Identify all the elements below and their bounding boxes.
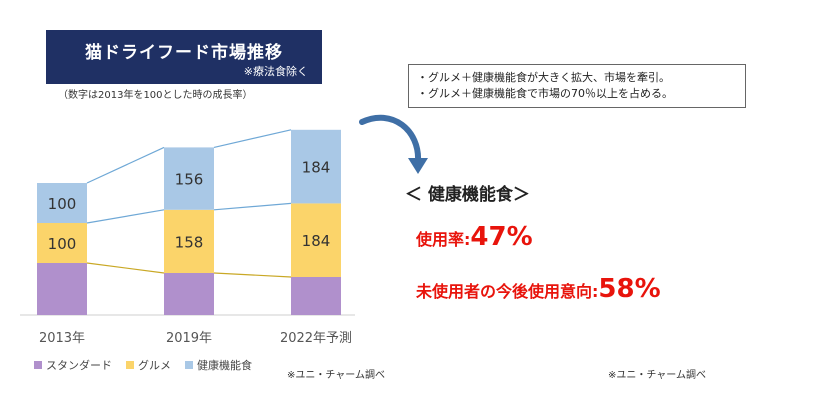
data-label-2-1: 156 xyxy=(175,171,204,189)
legend-label-gourmet: グルメ xyxy=(138,359,171,372)
connector-1-0 xyxy=(86,209,165,224)
legend-item-health: 健康機能食 xyxy=(185,357,252,373)
connector-1-1 xyxy=(213,202,292,211)
future-intent-stat: 未使用者の今後使用意向:58% xyxy=(416,274,661,304)
legend-item-gourmet: グルメ xyxy=(126,357,171,373)
usage-rate-stat: 使用率:47% xyxy=(416,222,533,252)
data-label-2-0: 100 xyxy=(48,195,77,213)
bar-2-1 xyxy=(164,147,214,210)
chart-legend: スタンダード グルメ 健康機能食 xyxy=(34,357,252,373)
connector-0-0 xyxy=(86,262,165,274)
bar-1-1 xyxy=(164,209,214,273)
data-label-1-2: 184 xyxy=(302,232,331,250)
chart-title-box: 猫ドライフード市場推移 ※療法食除く xyxy=(46,30,322,84)
legend-swatch-standard xyxy=(34,361,42,369)
data-label-2-2: 184 xyxy=(302,159,331,177)
future-intent-label: 未使用者の今後使用意向: xyxy=(416,282,599,301)
data-label-1-1: 158 xyxy=(175,233,204,251)
connector-0-1 xyxy=(213,272,292,278)
note-line-1: ・グルメ＋健康機能食が大きく拡大、市場を牽引。 xyxy=(417,71,670,84)
usage-rate-label: 使用率: xyxy=(416,230,471,249)
data-label-1-0: 100 xyxy=(48,235,77,253)
note-line-2: ・グルメ＋健康機能食で市場の70％以上を占める。 xyxy=(417,87,673,100)
chart-title: 猫ドライフード市場推移 xyxy=(85,43,283,63)
chart-title-note: ※療法食除く xyxy=(243,65,308,78)
source-note-left: ※ユニ・チャーム調べ xyxy=(287,370,385,381)
bar-0-0 xyxy=(37,263,87,315)
legend-item-standard: スタンダード xyxy=(34,357,112,373)
x-tick-label-0: 2013年 xyxy=(39,331,85,346)
legend-swatch-health xyxy=(185,361,193,369)
bar-0-1 xyxy=(164,273,214,315)
chart-subtitle: （数字は2013年を100とした時の成長率） xyxy=(58,90,253,101)
x-tick-label-1: 2019年 xyxy=(166,331,212,346)
future-intent-value: 58% xyxy=(598,274,661,304)
legend-swatch-gourmet xyxy=(126,361,134,369)
source-note-right: ※ユニ・チャーム調べ xyxy=(608,370,706,381)
bar-0-2 xyxy=(291,277,341,315)
notes-box: ・グルメ＋健康機能食が大きく拡大、市場を牽引。 ・グルメ＋健康機能食で市場の70… xyxy=(408,64,746,108)
health-food-heading: ＜ 健康機能食＞ xyxy=(405,185,530,205)
bar-1-0 xyxy=(37,223,87,263)
x-tick-label-2: 2022年予測 xyxy=(280,331,352,346)
bar-2-0 xyxy=(37,183,87,223)
bar-2-2 xyxy=(291,129,341,204)
connector-top-1 xyxy=(213,129,292,148)
legend-label-standard: スタンダード xyxy=(46,359,112,372)
legend-label-health: 健康機能食 xyxy=(197,359,252,372)
connector-top-0 xyxy=(86,146,165,184)
usage-rate-value: 47% xyxy=(470,222,533,252)
bar-1-2 xyxy=(291,203,341,277)
